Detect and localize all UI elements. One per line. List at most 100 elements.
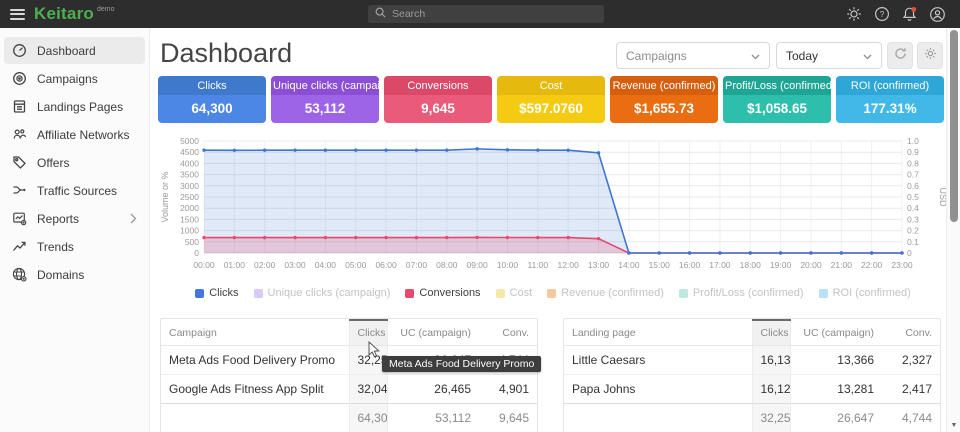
page-title: Dashboard <box>160 38 292 69</box>
column-header-conv-[interactable]: Conv. <box>479 320 537 346</box>
svg-text:22:00: 22:00 <box>861 260 883 270</box>
sidebar-item-reports[interactable]: Reports <box>4 205 145 232</box>
sidebar-item-offers[interactable]: Offers <box>4 149 145 176</box>
svg-text:16:00: 16:00 <box>679 260 701 270</box>
cell-name[interactable]: Google Ads Fitness App Split <box>161 375 349 404</box>
cell-name[interactable]: Papa Johns <box>564 375 752 404</box>
metric-label: Cost <box>497 76 605 95</box>
metric-card-cost: Cost$597.0760 <box>497 76 605 123</box>
sidebar-item-domains[interactable]: Domains <box>4 261 145 288</box>
legend-label: Conversions <box>419 287 480 299</box>
legend-item-profit-loss-confirmed-[interactable]: Profit/Loss (confirmed) <box>679 287 804 299</box>
scrollbar-thumb[interactable] <box>950 30 958 222</box>
menu-icon[interactable] <box>0 0 34 28</box>
svg-text:09:00: 09:00 <box>466 260 488 270</box>
profile-icon[interactable] <box>929 6 946 23</box>
legend-label: ROI (confirmed) <box>833 287 911 299</box>
legend-item-roi-confirmed-[interactable]: ROI (confirmed) <box>819 287 911 299</box>
search-icon <box>375 5 386 23</box>
refresh-button[interactable] <box>887 42 913 69</box>
campaigns-filter-select[interactable]: Campaigns <box>616 42 770 69</box>
svg-text:02:00: 02:00 <box>254 260 276 270</box>
svg-text:0.7: 0.7 <box>907 170 919 180</box>
column-header-uc-campaign-[interactable]: UC (campaign) <box>790 320 882 346</box>
svg-text:3500: 3500 <box>180 170 199 180</box>
svg-text:17:00: 17:00 <box>709 260 731 270</box>
svg-text:0: 0 <box>194 248 199 258</box>
metric-value: 9,645 <box>384 95 492 123</box>
dashboard-settings-button[interactable] <box>917 42 943 69</box>
svg-text:14:00: 14:00 <box>618 260 640 270</box>
legend-item-unique-clicks-campaign-[interactable]: Unique clicks (campaign) <box>254 287 391 299</box>
cell-name[interactable]: Meta Ads Food Delivery Promo <box>161 346 349 375</box>
legend-swatch <box>405 289 414 298</box>
metric-label: Revenue (confirmed) <box>610 76 718 95</box>
search-box[interactable] <box>368 5 604 23</box>
settings-gear-icon[interactable] <box>845 6 862 23</box>
sidebar-item-traffic-sources[interactable]: Traffic Sources <box>4 177 145 204</box>
column-header-uc-campaign-[interactable]: UC (campaign) <box>387 320 479 346</box>
cell-value: 16,128 <box>752 375 790 404</box>
svg-text:0.8: 0.8 <box>907 158 919 168</box>
app-root: Keitarodemo ? DashboardCampaignsLandings… <box>0 0 960 432</box>
column-header-campaign[interactable]: Campaign <box>161 320 349 346</box>
svg-text:13:00: 13:00 <box>588 260 610 270</box>
table-row[interactable]: Papa Johns16,12813,2812,417 <box>564 375 940 404</box>
metric-value: $1,655.73 <box>610 95 718 123</box>
total-value <box>564 404 752 432</box>
sidebar-item-landings-pages[interactable]: Landings Pages <box>4 93 145 120</box>
help-icon[interactable]: ? <box>873 6 890 23</box>
sidebar: DashboardCampaigns Landings Pages Affiliat… <box>0 28 150 432</box>
table-row[interactable]: Little Caesars16,13013,3662,327 <box>564 346 940 375</box>
cell-value: 16,130 <box>752 346 790 375</box>
metric-value: $597.0760 <box>497 95 605 123</box>
svg-text:Volume or %: Volume or % <box>160 171 170 222</box>
row-tooltip: Meta Ads Food Delivery Promo <box>382 356 541 372</box>
cell-name[interactable]: Little Caesars <box>564 346 752 375</box>
sidebar-item-trends[interactable]: Trends <box>4 233 145 260</box>
legend-swatch <box>496 289 505 298</box>
sidebar-item-campaigns[interactable]: Campaigns <box>4 65 145 92</box>
svg-text:06:00: 06:00 <box>375 260 397 270</box>
sidebar-item-label: Landings Pages <box>37 100 123 114</box>
chevron-right-icon <box>130 213 137 224</box>
reports-icon <box>12 211 27 226</box>
legend-item-conversions[interactable]: Conversions <box>405 287 480 299</box>
metric-label: Clicks <box>158 76 266 95</box>
topbar-actions: ? <box>845 0 946 28</box>
column-header-clicks[interactable]: Clicks <box>752 320 790 346</box>
landing-pages-table: Landing pageClicksUC (campaign)Conv.Litt… <box>563 318 941 432</box>
cell-value: 2,327 <box>882 346 940 375</box>
brand-logo[interactable]: Keitarodemo <box>34 4 115 24</box>
svg-text:0.5: 0.5 <box>907 192 919 202</box>
metric-cards: Clicks64,300Unique clicks (campaign)53,1… <box>158 76 944 123</box>
table-row[interactable]: Google Ads Fitness App Split32,04226,465… <box>161 375 537 404</box>
column-header-landing-page[interactable]: Landing page <box>564 320 752 346</box>
svg-text:1.0: 1.0 <box>907 136 919 146</box>
legend-item-clicks[interactable]: Clicks <box>195 287 238 299</box>
svg-text:500: 500 <box>185 237 199 247</box>
svg-text:03:00: 03:00 <box>284 260 306 270</box>
trends-icon <box>12 239 27 254</box>
svg-text:0.6: 0.6 <box>907 181 919 191</box>
cell-value: 26,465 <box>387 375 479 404</box>
legend-item-revenue-confirmed-[interactable]: Revenue (confirmed) <box>547 287 664 299</box>
notifications-bell-icon[interactable] <box>901 6 918 23</box>
sidebar-item-affiliate-networks[interactable]: Affiliate Networks <box>4 121 145 148</box>
column-header-conv-[interactable]: Conv. <box>882 320 940 346</box>
search-input[interactable] <box>392 8 597 20</box>
scrollbar-down-arrow[interactable]: ▼ <box>950 422 958 429</box>
sidebar-item-label: Trends <box>37 240 74 254</box>
svg-text:23:00: 23:00 <box>891 260 913 270</box>
sidebar-item-dashboard[interactable]: Dashboard <box>4 37 145 64</box>
legend-item-cost[interactable]: Cost <box>496 287 533 299</box>
svg-text:1500: 1500 <box>180 214 199 224</box>
svg-text:2000: 2000 <box>180 203 199 213</box>
brand-name: Keitaro <box>34 4 94 23</box>
legend-label: Clicks <box>209 287 238 299</box>
metric-label: Conversions <box>384 76 492 95</box>
metric-card-revenue-confirmed-: Revenue (confirmed)$1,655.73 <box>610 76 718 123</box>
cell-value: 13,366 <box>790 346 882 375</box>
chart-legend: Clicks Unique clicks (campaign) Conversion… <box>158 287 948 299</box>
date-range-select[interactable]: Today <box>776 42 882 69</box>
